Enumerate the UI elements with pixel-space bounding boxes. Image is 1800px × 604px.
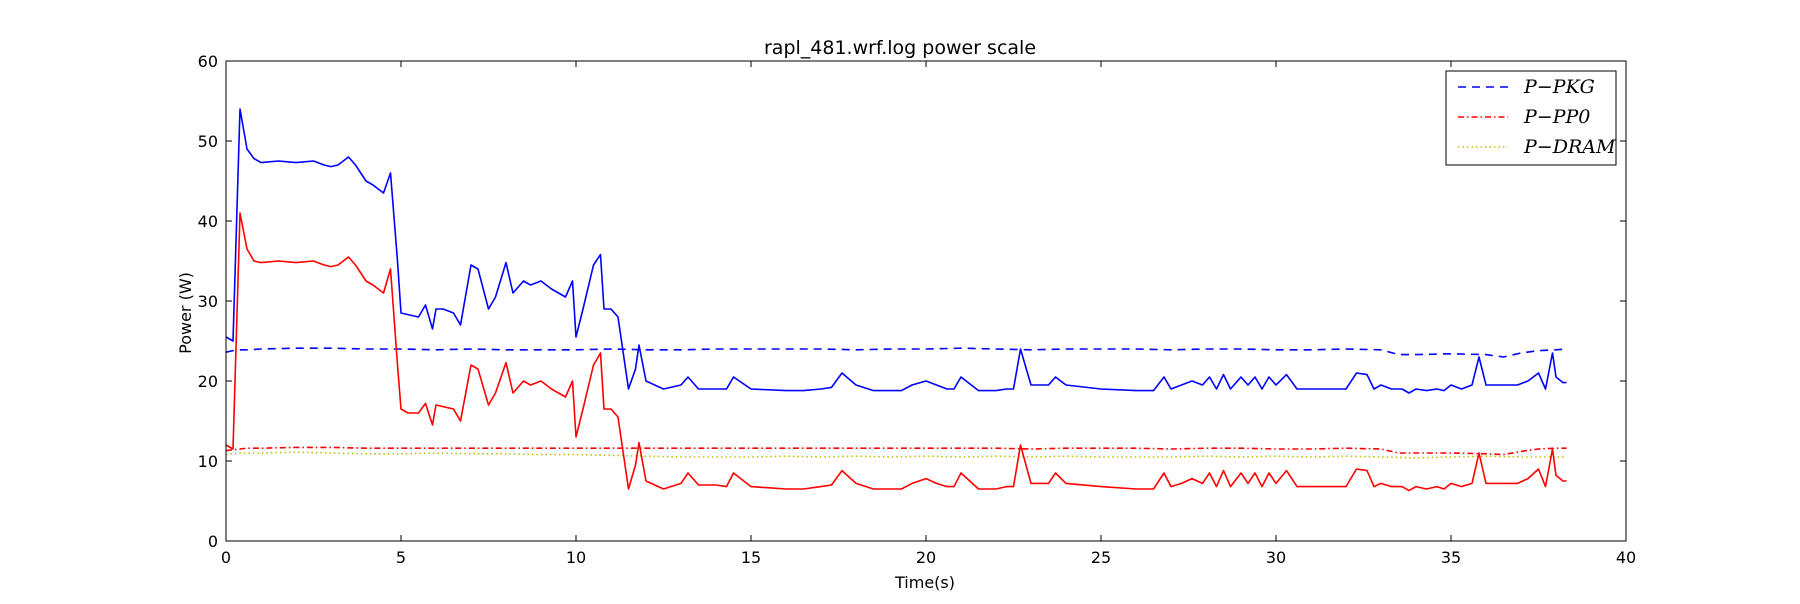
y-tick-label: 50 [198,132,218,151]
series-line-0 [225,347,1567,358]
legend-label: P−PP0 [1523,106,1590,128]
series-line-3 [225,108,1567,394]
y-tick-label: 10 [198,452,218,471]
series-line-4 [225,212,1567,492]
legend-label: P−DRAM [1523,136,1616,158]
x-tick-label: 20 [916,548,936,567]
y-tick-label: 0 [208,532,218,551]
y-tick-label: 40 [198,212,218,231]
plot-area [225,108,1567,492]
x-tick-label: 40 [1616,548,1636,567]
legend-label: P−PKG [1523,76,1595,98]
y-tick-label: 20 [198,372,218,391]
y-axis-label: Power (W) [176,272,195,354]
x-tick-label: 35 [1441,548,1461,567]
x-tick-label: 15 [741,548,761,567]
x-tick-label: 10 [566,548,586,567]
legend: P−PKG P−PP0 P−DRAM [1445,70,1617,166]
y-tick-label: 60 [198,52,218,71]
x-tick-label: 0 [221,548,231,567]
x-axis-label: Time(s) [894,573,955,592]
axis-ticks: 0 5 10 15 20 25 30 35 40 0 10 20 30 40 50 60 [198,52,1637,567]
y-tick-label: 30 [198,292,218,311]
x-tick-label: 30 [1266,548,1286,567]
series-line-1 [225,446,1567,456]
plot-frame [225,60,1627,542]
chart-title: rapl_481.wrf.log power scale [764,37,1036,59]
series-line-2 [225,451,1567,459]
x-tick-label: 25 [1091,548,1111,567]
x-tick-label: 5 [396,548,406,567]
